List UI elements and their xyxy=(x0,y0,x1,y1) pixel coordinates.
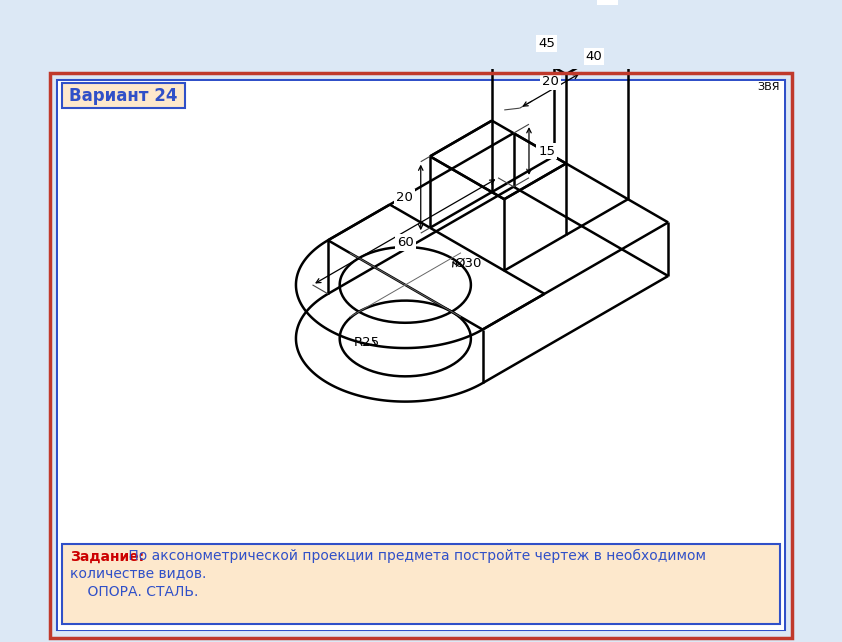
Text: ОПОРА. СТАЛЬ.: ОПОРА. СТАЛЬ. xyxy=(70,585,199,599)
Text: Ø30: Ø30 xyxy=(454,257,482,270)
Bar xyxy=(62,83,185,108)
Text: Вариант 24: Вариант 24 xyxy=(70,87,178,105)
Text: По аксонометрической проекции предмета постройте чертеж в необходимом: По аксонометрической проекции предмета п… xyxy=(124,550,706,563)
Bar xyxy=(62,544,780,624)
Text: 15: 15 xyxy=(538,144,556,157)
Text: 45: 45 xyxy=(538,37,555,50)
Text: 60: 60 xyxy=(397,236,413,248)
Text: 20: 20 xyxy=(397,191,413,204)
Text: Задание:: Задание: xyxy=(70,550,144,563)
Text: 24: 24 xyxy=(599,0,616,3)
Text: ЗВЯ: ЗВЯ xyxy=(757,82,780,92)
Text: количестве видов.: количестве видов. xyxy=(70,566,206,580)
Text: 20: 20 xyxy=(542,75,559,88)
Bar xyxy=(62,473,780,546)
Text: 40: 40 xyxy=(585,50,602,63)
Text: R25: R25 xyxy=(354,336,380,349)
